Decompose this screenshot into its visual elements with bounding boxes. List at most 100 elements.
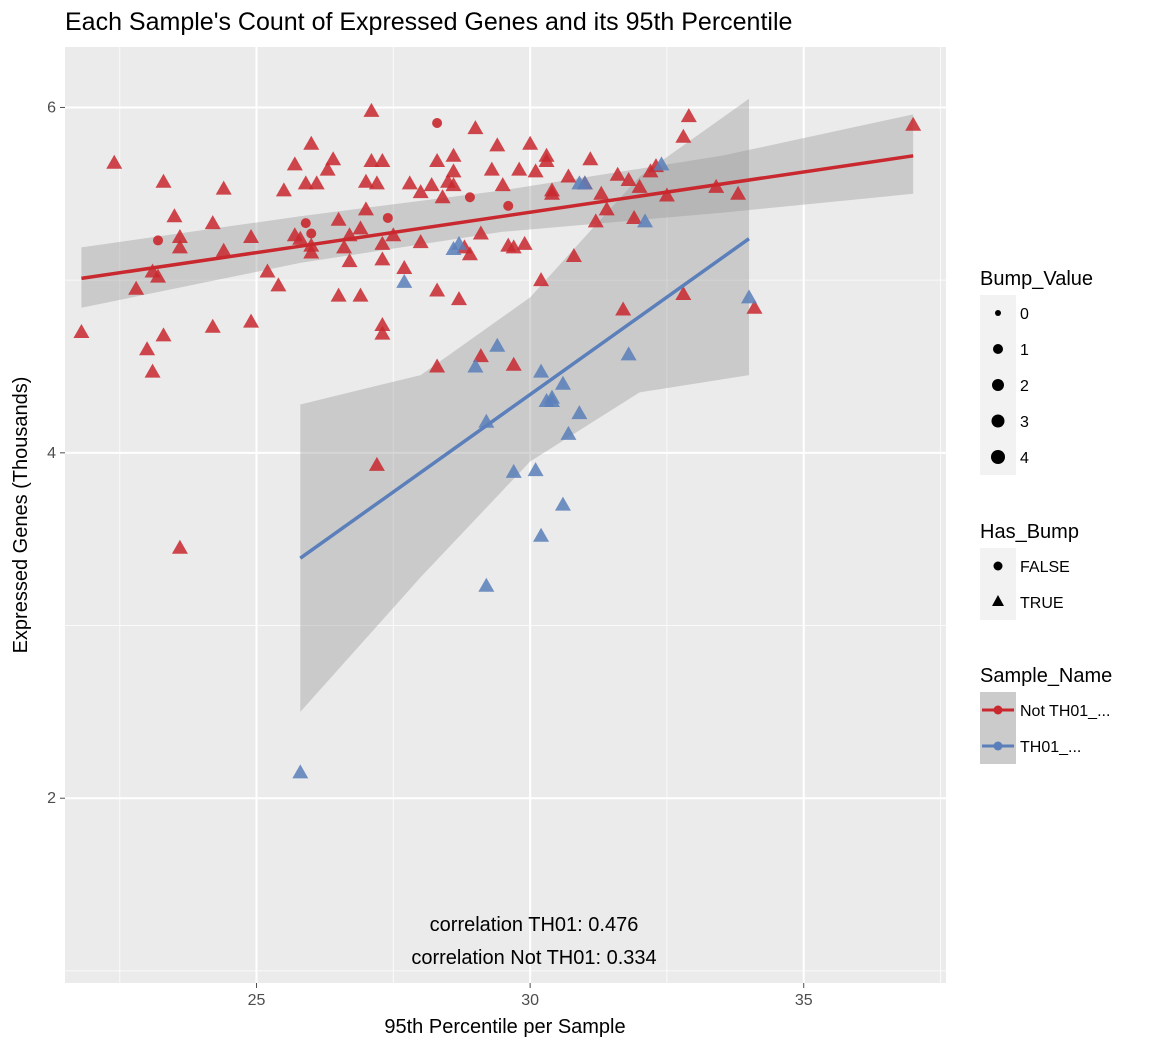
data-point-triangle (516, 235, 533, 250)
data-point-triangle (106, 154, 123, 169)
data-point-triangle (215, 180, 232, 195)
annotation-corr-th01: correlation TH01: 0.476 (430, 914, 639, 936)
legend-label-3: 3 (1020, 414, 1029, 431)
legend-sample-name: Sample_Name Not TH01_... TH01_... (980, 665, 1112, 764)
x-tick-label: 30 (521, 992, 539, 1009)
data-point-triangle (357, 173, 374, 188)
legend-label-4: 4 (1020, 450, 1029, 467)
data-point-triangle (128, 280, 145, 295)
data-point-triangle (171, 239, 188, 254)
legend-key-size-2 (992, 379, 1004, 391)
data-point-circle (306, 228, 317, 239)
data-point-triangle (412, 184, 429, 199)
data-point-triangle (297, 175, 314, 190)
data-point-triangle (467, 120, 484, 135)
major-grid (65, 47, 946, 983)
data-point-triangle (593, 185, 610, 200)
x-tick-label: 35 (795, 992, 813, 1009)
chart-title: Each Sample's Count of Expressed Genes a… (65, 8, 792, 36)
data-point-triangle (204, 318, 221, 333)
data-point-triangle (631, 178, 648, 193)
legend-title-bump-value: Bump_Value (980, 268, 1093, 290)
legend-label-false: FALSE (1020, 559, 1070, 576)
data-point-triangle (292, 764, 309, 779)
data-point-triangle (385, 227, 402, 242)
data-point-triangle (472, 348, 489, 363)
legend-key-circle (993, 561, 1003, 571)
data-point-triangle (533, 363, 550, 378)
data-point-triangle (155, 327, 172, 342)
data-point-triangle (505, 463, 522, 478)
data-point-triangle (620, 171, 637, 186)
data-point-triangle (478, 577, 495, 592)
data-point-triangle (483, 161, 500, 176)
data-point-circle (300, 218, 311, 229)
legend-title-sample-name: Sample_Name (980, 665, 1112, 687)
x-axis-title: 95th Percentile per Sample (384, 1016, 625, 1038)
legend-label-0: 0 (1020, 306, 1029, 323)
y-tick-label: 6 (47, 99, 56, 116)
data-point-triangle (275, 182, 292, 197)
data-point-triangle (533, 272, 550, 287)
data-point-triangle (434, 189, 451, 204)
data-point-triangle (429, 282, 446, 297)
data-point-triangle (741, 289, 758, 304)
y-tick-label: 4 (47, 445, 56, 462)
data-point-triangle (533, 527, 550, 542)
confidence-band (81, 114, 914, 308)
data-point-triangle (352, 220, 369, 235)
y-axis-ticks: 2 4 6 (47, 99, 65, 807)
data-point-triangle (166, 208, 183, 223)
data-point-triangle (489, 137, 506, 152)
data-point-triangle (560, 168, 577, 183)
minor-grid (65, 47, 946, 983)
data-point-triangle (626, 209, 643, 224)
data-point-triangle (511, 161, 528, 176)
data-point-triangle (204, 215, 221, 230)
data-point-triangle (308, 175, 325, 190)
data-point-triangle (330, 287, 347, 302)
data-point-triangle (576, 175, 593, 190)
data-point-triangle (658, 187, 675, 202)
data-point-triangle (538, 147, 555, 162)
data-point-triangle (905, 116, 922, 131)
confidence-bands (81, 98, 914, 712)
data-point-triangle (445, 163, 462, 178)
legend-label-1: 1 (1020, 342, 1029, 359)
data-point-triangle (429, 152, 446, 167)
legend-bump-value: Bump_Value 0 1 2 3 4 (980, 268, 1093, 475)
data-point-triangle (450, 235, 467, 250)
data-point-triangle (374, 325, 391, 340)
legend-label-true: TRUE (1020, 595, 1064, 612)
data-point-triangle (522, 135, 539, 150)
data-point-triangle (746, 299, 763, 314)
data-point-triangle (554, 375, 571, 390)
data-point-triangle (374, 251, 391, 266)
data-points (73, 102, 922, 779)
data-point-triangle (374, 235, 391, 250)
data-point-triangle (150, 268, 167, 283)
data-point-triangle (467, 358, 484, 373)
data-point-triangle (675, 128, 692, 143)
data-point-triangle (243, 228, 260, 243)
legend-key-point-th01 (993, 741, 1003, 751)
data-point-triangle (139, 341, 156, 356)
data-point-triangle (730, 185, 747, 200)
data-point-circle (382, 212, 393, 223)
data-point-triangle (653, 156, 670, 171)
x-tick-label: 25 (248, 992, 266, 1009)
data-point-triangle (270, 277, 287, 292)
data-point-triangle (609, 166, 626, 181)
data-point-triangle (401, 175, 418, 190)
confidence-band (300, 98, 750, 712)
data-point-triangle (598, 201, 615, 216)
data-point-triangle (445, 177, 462, 192)
data-point-triangle (73, 323, 90, 338)
data-point-triangle (544, 185, 561, 200)
data-point-triangle (544, 389, 561, 404)
data-point-triangle (527, 163, 544, 178)
data-point-triangle (494, 177, 511, 192)
data-point-triangle (330, 211, 347, 226)
data-point-triangle (336, 239, 353, 254)
data-point-triangle (412, 234, 429, 249)
